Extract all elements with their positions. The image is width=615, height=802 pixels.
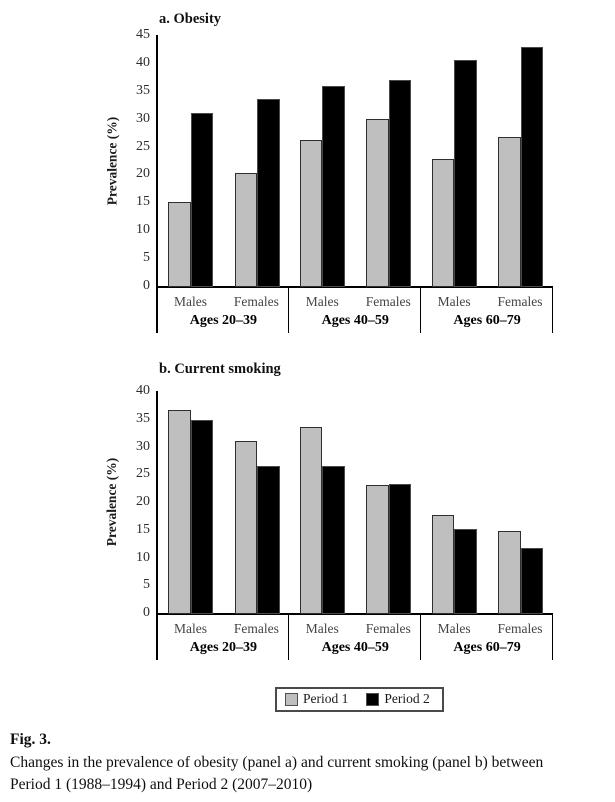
age-group-label: Ages 60–79 <box>453 313 521 328</box>
age-group-label: Ages 20–39 <box>189 313 258 328</box>
sex-category-label: Females <box>497 294 543 309</box>
x-axis-line <box>156 286 553 288</box>
y-tick-label: 40 <box>136 383 150 398</box>
figure-caption: Fig. 3. Changes in the prevalence of obe… <box>10 729 610 797</box>
bar-period2-males-group2 <box>322 86 345 287</box>
age-group-label: Ages 40–59 <box>321 640 389 655</box>
sex-category-label: Females <box>233 294 279 309</box>
bar-period1-males-group2 <box>299 426 323 614</box>
bar-period2-females-group1 <box>257 99 280 287</box>
bar-period2-females-group1 <box>257 466 280 614</box>
legend-item-period2: Period 2 <box>366 691 430 707</box>
bar-period1-females-group1 <box>234 440 257 614</box>
sex-category-label: Females <box>365 294 411 309</box>
legend-label-period2: Period 2 <box>384 691 430 706</box>
sex-category-label: Males <box>305 294 339 309</box>
x-axis-line <box>156 613 553 615</box>
sex-category-label: Males <box>173 294 207 309</box>
bar-period1-females-group2 <box>366 118 389 287</box>
y-tick-label: 0 <box>143 605 150 620</box>
sex-category-label: Females <box>365 621 411 636</box>
bar-period2-females-group3 <box>520 547 544 614</box>
y-tick-label: 30 <box>136 438 150 454</box>
bar-period2-males-group1 <box>190 113 213 287</box>
age-group-label: Ages 40–59 <box>321 313 389 328</box>
category-divider-line <box>287 286 290 333</box>
figure-number: Fig. 3. <box>10 731 51 748</box>
y-tick-label: 35 <box>136 410 150 426</box>
bar-period2-males-group3 <box>454 529 477 614</box>
y-tick-label: 10 <box>136 222 150 238</box>
period2-color-swatch <box>366 692 380 706</box>
y-tick-label: 5 <box>143 250 150 266</box>
bar-period1-females-group3 <box>498 136 521 287</box>
panel-b-title: b. Current smoking <box>159 361 281 377</box>
bar-period1-males-group3 <box>431 158 455 287</box>
legend-item-period1: Period 1 <box>285 691 348 707</box>
sex-category-label: Males <box>173 621 207 636</box>
bar-period1-females-group2 <box>366 485 389 614</box>
bar-period2-females-group3 <box>520 46 544 287</box>
y-tick-label: 20 <box>136 166 150 182</box>
bar-period2-females-group2 <box>388 79 412 287</box>
panel-a-title: a. Obesity <box>159 11 222 27</box>
y-tick-label: 35 <box>136 82 150 98</box>
bar-period1-females-group3 <box>498 530 521 614</box>
category-divider-line <box>419 286 422 333</box>
y-axis-line <box>156 391 158 660</box>
caption-line-2: Period 1 (1988–1994) and Period 2 (2007–… <box>10 776 313 793</box>
y-tick-label: 5 <box>143 577 150 593</box>
age-group-label: Ages 60–79 <box>453 640 521 655</box>
category-divider-line <box>551 286 553 333</box>
bar-period2-males-group3 <box>454 59 477 287</box>
category-divider-line <box>419 613 422 660</box>
y-tick-label: 25 <box>136 466 150 482</box>
category-divider-line <box>551 613 553 660</box>
period1-color-swatch <box>285 692 298 706</box>
bar-period1-males-group1 <box>168 202 191 287</box>
y-axis-line <box>156 35 158 333</box>
y-tick-label: 15 <box>136 521 150 537</box>
y-tick-label: 25 <box>136 138 150 154</box>
category-divider-line <box>287 613 290 660</box>
bar-period2-females-group2 <box>388 483 412 614</box>
bar-period2-males-group1 <box>190 419 213 614</box>
sex-category-label: Females <box>233 621 279 636</box>
y-tick-label: 15 <box>136 194 150 210</box>
caption-line-1: Changes in the prevalence of obesity (pa… <box>10 753 544 771</box>
y-tick-label: 0 <box>143 278 150 293</box>
bar-period1-males-group3 <box>431 514 455 614</box>
bar-period1-males-group1 <box>168 409 191 614</box>
chart-legend: Period 1 Period 2 <box>275 687 444 712</box>
sex-category-label: Males <box>437 621 471 636</box>
legend-label-period1: Period 1 <box>303 691 349 706</box>
bar-period1-males-group2 <box>299 140 323 287</box>
bar-period1-females-group1 <box>234 172 257 287</box>
y-tick-label: 40 <box>136 54 150 70</box>
y-tick-label: 10 <box>136 549 150 565</box>
age-group-label: Ages 20–39 <box>189 640 258 655</box>
sex-category-label: Males <box>305 621 339 636</box>
y-tick-label: 30 <box>136 110 150 126</box>
sex-category-label: Females <box>497 621 543 636</box>
y-tick-label: 45 <box>136 27 150 42</box>
y-tick-label: 20 <box>136 494 150 509</box>
bar-period2-males-group2 <box>322 465 345 614</box>
sex-category-label: Males <box>437 294 471 309</box>
